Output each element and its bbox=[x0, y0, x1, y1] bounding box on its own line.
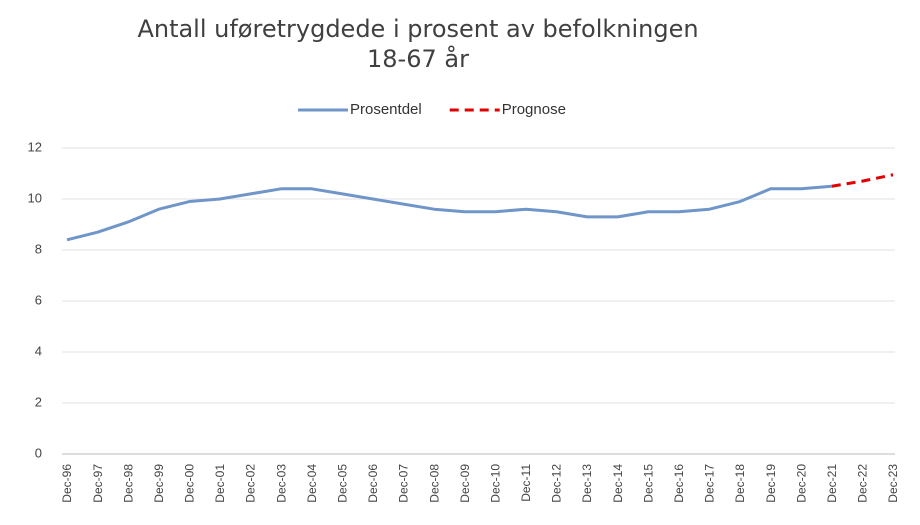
y-tick-label: 0 bbox=[35, 445, 42, 460]
x-tick-label: Dec-97 bbox=[91, 464, 105, 503]
x-tick-label: Dec-05 bbox=[336, 464, 350, 503]
x-tick-label: Dec-99 bbox=[152, 464, 166, 503]
y-tick-label: 4 bbox=[35, 343, 42, 358]
x-tick-label: Dec-00 bbox=[183, 464, 197, 503]
x-tick-label: Dec-16 bbox=[672, 464, 686, 503]
x-tick-label: Dec-18 bbox=[733, 464, 747, 503]
x-tick-label: Dec-02 bbox=[244, 464, 258, 503]
x-tick-label: Dec-23 bbox=[886, 464, 900, 503]
x-tick-label: Dec-20 bbox=[794, 464, 808, 503]
legend-label: Prognose bbox=[502, 101, 566, 118]
x-tick-label: Dec-21 bbox=[825, 464, 839, 503]
x-tick-label: Dec-07 bbox=[397, 464, 411, 503]
x-tick-label: Dec-19 bbox=[764, 464, 778, 503]
x-tick-label: Dec-13 bbox=[580, 464, 594, 503]
data-line bbox=[831, 173, 894, 188]
x-tick-label: Dec-01 bbox=[213, 464, 227, 503]
legend-label: Prosentdel bbox=[350, 101, 422, 118]
y-tick-label: 8 bbox=[35, 241, 42, 256]
x-tick-label: Dec-08 bbox=[427, 464, 441, 503]
y-tick-label: 2 bbox=[35, 394, 42, 409]
x-tick-label: Dec-96 bbox=[60, 464, 74, 503]
y-tick-label: 6 bbox=[35, 292, 42, 307]
x-tick-label: Dec-12 bbox=[550, 464, 564, 503]
x-tick-label: Dec-14 bbox=[611, 464, 625, 503]
x-tick-label: Dec-22 bbox=[856, 464, 870, 503]
x-tick-label: Dec-10 bbox=[488, 464, 502, 503]
x-tick-label: Dec-11 bbox=[519, 464, 533, 502]
x-tick-label: Dec-17 bbox=[703, 464, 717, 503]
x-tick-label: Dec-06 bbox=[366, 464, 380, 503]
x-tick-label: Dec-03 bbox=[274, 464, 288, 503]
x-tick-label: Dec-09 bbox=[458, 464, 472, 503]
x-tick-label: Dec-04 bbox=[305, 464, 319, 503]
chart-title: 18-67 år bbox=[367, 44, 469, 73]
chart-title: Antall uføretrygdede i prosent av befolk… bbox=[137, 15, 698, 43]
x-tick-label: Dec-15 bbox=[641, 464, 655, 503]
x-tick-label: Dec-98 bbox=[121, 464, 135, 503]
y-tick-label: 12 bbox=[28, 139, 42, 154]
data-line bbox=[66, 184, 832, 242]
y-tick-label: 10 bbox=[28, 190, 42, 205]
